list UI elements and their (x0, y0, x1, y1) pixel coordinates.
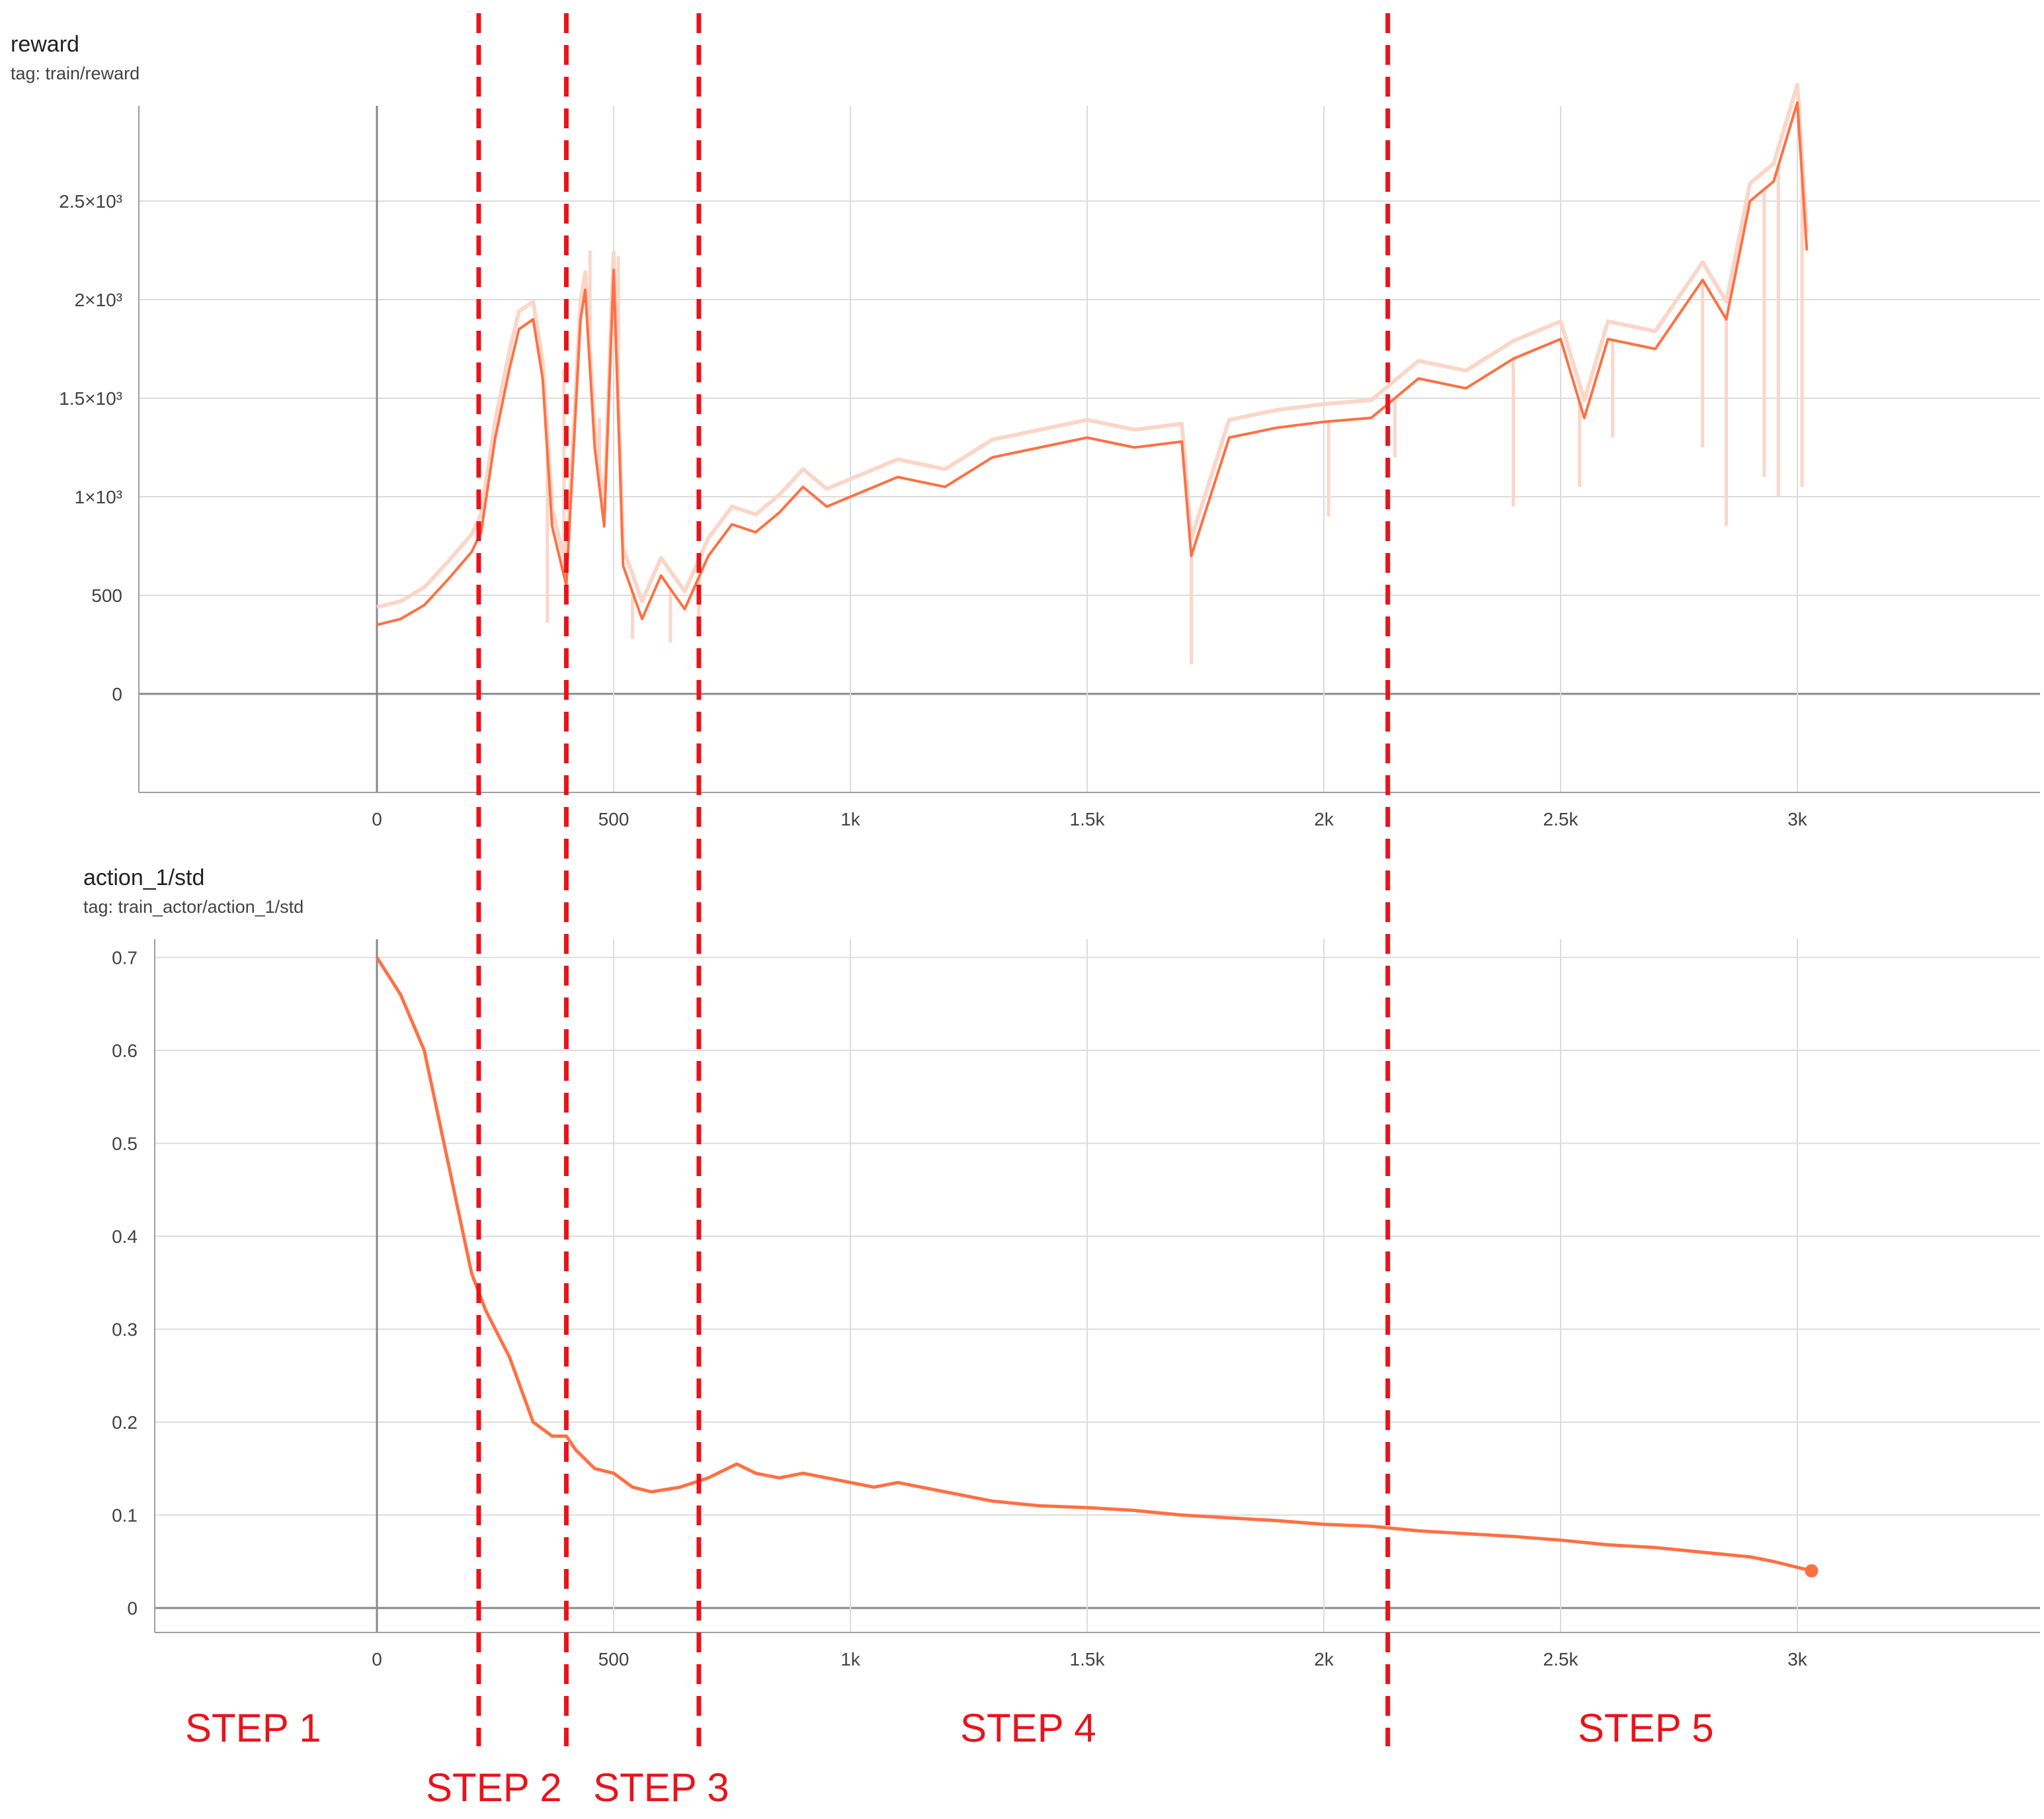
x-tick-label: 0 (372, 809, 382, 829)
reward-raw-line (376, 83, 1809, 609)
y-tick-label: 0 (112, 684, 122, 704)
step-4-label: STEP 4 (960, 1706, 1096, 1750)
x-tick-label: 500 (598, 1649, 630, 1670)
y-tick-label: 0.1 (112, 1505, 138, 1526)
std-last-point (1805, 1564, 1819, 1578)
std-line (375, 956, 1813, 1573)
y-tick-label: 2.5×10³ (59, 191, 122, 212)
y-tick-label: 0.4 (112, 1226, 138, 1247)
y-tick-label: 0.5 (112, 1134, 138, 1154)
chart1-tag: tag: train/reward (11, 63, 140, 83)
step-1-label: STEP 1 (185, 1706, 321, 1750)
step-2-label: STEP 2 (426, 1765, 562, 1810)
y-tick-label: 500 (91, 585, 122, 606)
x-tick-label: 2k (1314, 809, 1334, 829)
x-tick-label: 1.5k (1070, 1649, 1106, 1670)
y-tick-label: 0 (127, 1598, 138, 1619)
chart1-title: reward (11, 32, 79, 57)
x-tick-label: 3k (1787, 1649, 1808, 1670)
x-tick-label: 0 (372, 1649, 382, 1670)
step-dividers (476, 13, 1391, 1746)
y-tick-label: 0.3 (112, 1320, 138, 1340)
step-3-label: STEP 3 (593, 1765, 729, 1810)
y-tick-label: 0.2 (112, 1412, 138, 1433)
y-tick-label: 0.7 (112, 948, 138, 968)
y-tick-label: 2×10³ (75, 290, 122, 310)
step-5-label: STEP 5 (1578, 1706, 1714, 1750)
x-tick-label: 1k (840, 809, 861, 829)
chart2-title: action_1/std (83, 865, 205, 890)
x-tick-label: 2.5k (1543, 1649, 1579, 1670)
x-tick-label: 1k (840, 1649, 861, 1670)
reward-chart: 0 500 1×10³ 1.5×10³ 2×10³ 2.5×10³ 0 500 1k 1.5k 2k… (59, 83, 2040, 829)
chart2-tag: tag: train_actor/action_1/std (83, 897, 304, 917)
y-tick-label: 0.6 (112, 1040, 138, 1061)
y-tick-label: 1×10³ (75, 487, 122, 507)
x-tick-label: 2.5k (1543, 809, 1579, 829)
y-tick-label: 1.5×10³ (59, 388, 122, 409)
std-chart: 0 0.1 0.2 0.3 0.4 0.5 0.6 0.7 0 500 1k 1.5k 2k 2.5k 3k (112, 939, 2040, 1670)
x-tick-label: 1.5k (1070, 809, 1106, 829)
x-tick-label: 2k (1314, 1649, 1334, 1670)
x-tick-label: 500 (598, 809, 630, 829)
reward-line (376, 101, 1809, 626)
x-tick-label: 3k (1787, 809, 1808, 829)
